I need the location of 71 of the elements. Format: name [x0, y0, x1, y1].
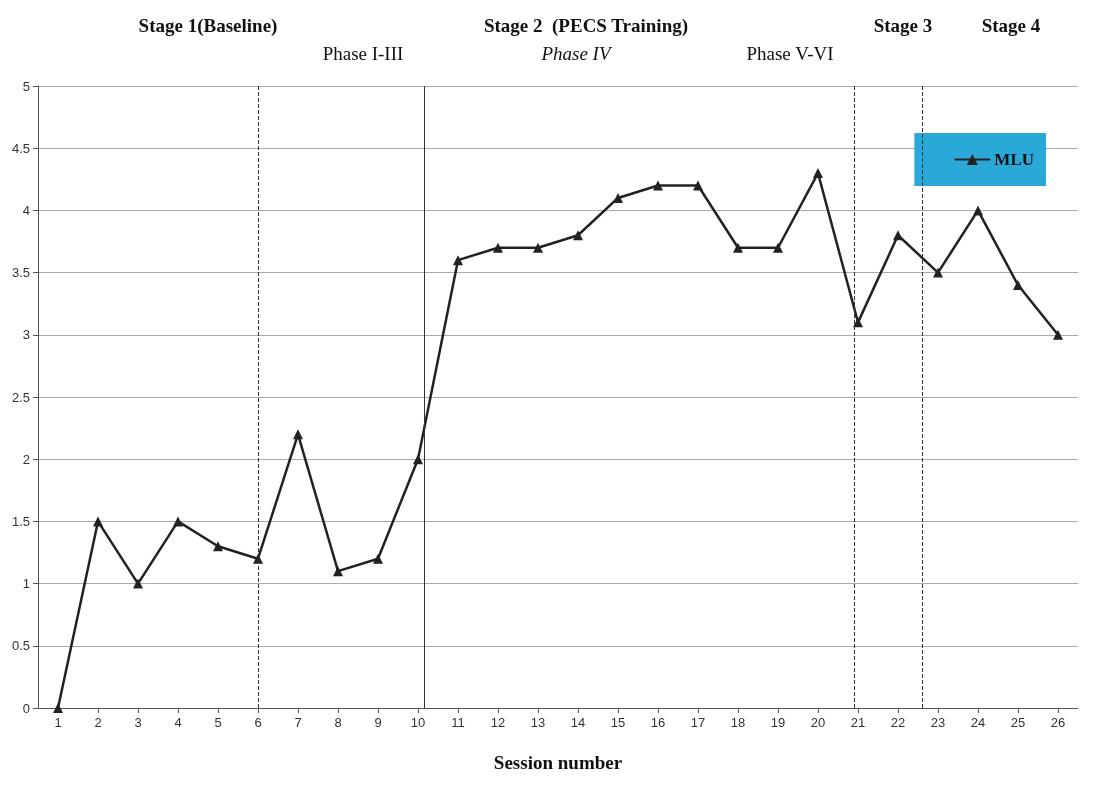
- x-axis-title: Session number: [493, 752, 623, 773]
- point: [333, 566, 343, 577]
- point: [533, 242, 543, 253]
- x-tick-label: 21: [850, 715, 866, 730]
- point: [733, 242, 743, 253]
- point: [413, 454, 423, 465]
- text: Stage 4: [981, 15, 1041, 36]
- point: [1013, 280, 1023, 291]
- x-tick-label: 16: [650, 715, 666, 730]
- point: [373, 553, 383, 564]
- y-tick-label: 2.5: [11, 389, 30, 405]
- point: [613, 192, 623, 203]
- x-tick-label: 10: [410, 715, 426, 730]
- point: [693, 180, 703, 191]
- point: [893, 230, 903, 241]
- x-tick-label: 1: [54, 715, 62, 730]
- y-tick-label: 0.5: [11, 638, 30, 654]
- text: Stage 3: [873, 15, 933, 36]
- point: [933, 267, 943, 278]
- x-tick-label: 25: [1010, 715, 1026, 730]
- x-tick-label: 19: [770, 715, 786, 730]
- x-tick-label: 9: [374, 715, 382, 730]
- text: Phase IV: [540, 43, 613, 64]
- point: [213, 541, 223, 552]
- x-tick-label: 12: [490, 715, 506, 730]
- y-tick-label: 4.5: [11, 140, 30, 156]
- x-tick-label: 14: [570, 715, 586, 730]
- point: [293, 429, 303, 440]
- point: [453, 255, 463, 266]
- x-tick-label: 2: [94, 715, 102, 730]
- x-tick-label: 7: [294, 715, 302, 730]
- point: [493, 242, 503, 253]
- x-tick-label: 23: [930, 715, 946, 730]
- y-tick-label: 5: [22, 78, 30, 94]
- y-tick-label: 1.5: [11, 513, 30, 529]
- point: [773, 242, 783, 253]
- x-tick-label: 20: [810, 715, 826, 730]
- point: [133, 578, 143, 589]
- x-tick-label: 11: [451, 715, 465, 730]
- point: [813, 168, 823, 179]
- x-tick-label: 15: [610, 715, 626, 730]
- y-tick-label: 3.5: [11, 265, 30, 281]
- text: Stage 1(Baseline): [138, 15, 278, 37]
- point: [1053, 329, 1063, 340]
- x-tick-label: 22: [890, 715, 906, 730]
- y-tick-label: 4: [22, 202, 30, 218]
- point: [573, 230, 583, 241]
- point: [853, 317, 863, 328]
- text: Phase I-III: [322, 43, 404, 64]
- x-tick-label: 6: [254, 715, 262, 730]
- point: [173, 516, 183, 527]
- point: [53, 703, 63, 713]
- legend-label: MLU: [994, 150, 1035, 169]
- x-tick-label: 18: [730, 715, 746, 730]
- text: Phase V-VI: [746, 43, 834, 64]
- x-tick-label: 4: [174, 715, 182, 730]
- x-tick-label: 26: [1050, 715, 1066, 730]
- y-tick-label: 3: [22, 327, 30, 343]
- x-tick-label: 3: [134, 715, 142, 730]
- text: Stage 2 (PECS Training): [483, 15, 689, 37]
- y-tick-label: 1: [22, 576, 30, 592]
- point: [653, 180, 663, 191]
- y-tick-label: 0: [22, 700, 30, 716]
- y-tick-label: 2: [22, 451, 30, 467]
- x-tick-label: 8: [334, 715, 342, 730]
- x-tick-label: 13: [530, 715, 546, 730]
- point: [973, 205, 983, 216]
- point: [93, 516, 103, 527]
- x-tick-label: 5: [214, 715, 222, 730]
- x-tick-label: 17: [690, 715, 706, 730]
- x-tick-label: 24: [970, 715, 986, 730]
